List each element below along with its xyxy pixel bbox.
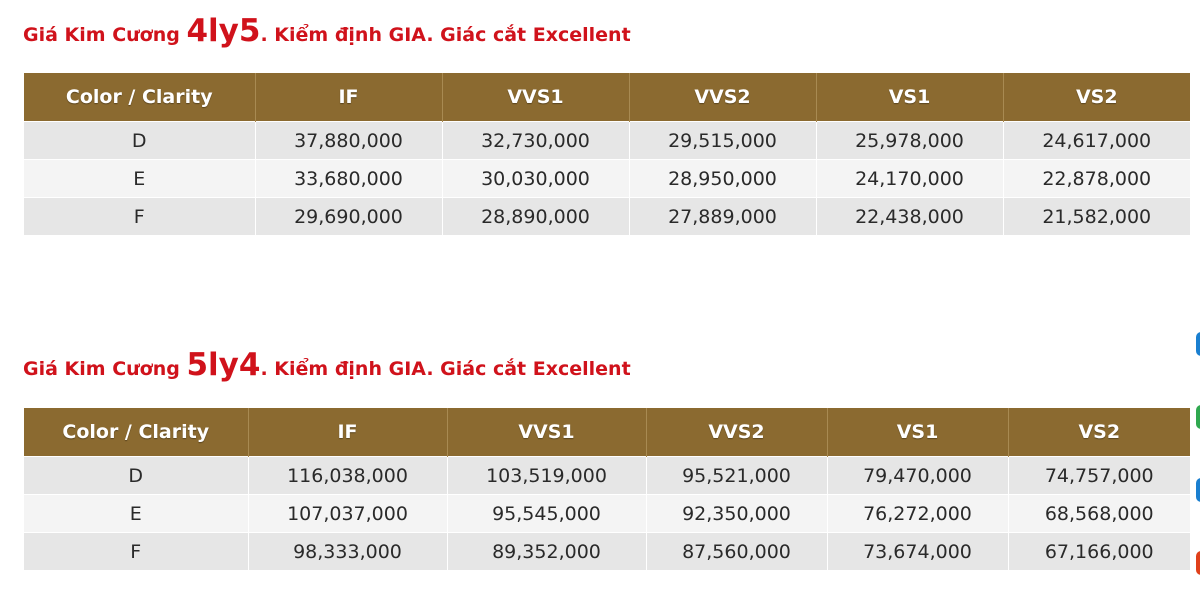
row-color: E xyxy=(24,494,249,533)
price-cell: 25,978,000 xyxy=(816,121,1004,160)
price-cell: 116,038,000 xyxy=(248,456,448,495)
title-size: 4ly5 xyxy=(186,13,261,49)
price-cell: 67,166,000 xyxy=(1008,532,1190,570)
table-row: F 29,690,000 28,890,000 27,889,000 22,43… xyxy=(24,197,1190,235)
price-cell: 29,690,000 xyxy=(255,197,443,235)
price-cell: 37,880,000 xyxy=(255,121,443,160)
price-cell: 28,950,000 xyxy=(629,159,817,198)
price-cell: 95,545,000 xyxy=(447,494,647,533)
floating-contact-button[interactable] xyxy=(1196,405,1200,429)
table-row: F 98,333,000 89,352,000 87,560,000 73,67… xyxy=(24,532,1190,570)
price-cell: 22,438,000 xyxy=(816,197,1004,235)
floating-contact-button[interactable] xyxy=(1196,332,1200,356)
section-title-4ly5: Giá Kim Cương 4ly5. Kiểm định GIA. Giác … xyxy=(23,16,631,47)
title-prefix: Giá Kim Cương xyxy=(23,24,187,46)
table-row: D 116,038,000 103,519,000 95,521,000 79,… xyxy=(24,456,1190,495)
table-row: E 33,680,000 30,030,000 28,950,000 24,17… xyxy=(24,159,1190,198)
row-color: E xyxy=(24,159,256,198)
price-cell: 28,890,000 xyxy=(442,197,630,235)
floating-contact-button[interactable] xyxy=(1196,478,1200,502)
title-suffix: . Kiểm định GIA. Giác cắt Excellent xyxy=(260,358,631,380)
section-title-5ly4: Giá Kim Cương 5ly4. Kiểm định GIA. Giác … xyxy=(23,350,631,381)
price-cell: 27,889,000 xyxy=(629,197,817,235)
price-cell: 29,515,000 xyxy=(629,121,817,160)
floating-contact-button[interactable] xyxy=(1196,551,1200,575)
row-color: F xyxy=(24,197,256,235)
price-table-4ly5: Color / Clarity IF VVS1 VVS2 VS1 VS2 D 3… xyxy=(24,73,1190,235)
table-header-row: Color / Clarity IF VVS1 VVS2 VS1 VS2 xyxy=(24,73,1190,122)
header-vvs1: VVS1 xyxy=(447,408,647,457)
header-vvs2: VVS2 xyxy=(629,73,817,122)
price-cell: 24,617,000 xyxy=(1003,121,1190,160)
table-header-row: Color / Clarity IF VVS1 VVS2 VS1 VS2 xyxy=(24,408,1190,457)
price-cell: 79,470,000 xyxy=(827,456,1009,495)
price-cell: 87,560,000 xyxy=(646,532,828,570)
row-color: F xyxy=(24,532,249,570)
price-cell: 98,333,000 xyxy=(248,532,448,570)
price-cell: 76,272,000 xyxy=(827,494,1009,533)
title-size: 5ly4 xyxy=(186,347,261,383)
price-cell: 92,350,000 xyxy=(646,494,828,533)
price-cell: 22,878,000 xyxy=(1003,159,1190,198)
header-vs1: VS1 xyxy=(816,73,1004,122)
header-vvs1: VVS1 xyxy=(442,73,630,122)
row-color: D xyxy=(24,121,256,160)
header-vs2: VS2 xyxy=(1003,73,1190,122)
price-cell: 95,521,000 xyxy=(646,456,828,495)
header-vs2: VS2 xyxy=(1008,408,1190,457)
price-cell: 74,757,000 xyxy=(1008,456,1190,495)
price-cell: 89,352,000 xyxy=(447,532,647,570)
header-if: IF xyxy=(255,73,443,122)
price-table-5ly4: Color / Clarity IF VVS1 VVS2 VS1 VS2 D 1… xyxy=(24,408,1190,570)
row-color: D xyxy=(24,456,249,495)
table-row: E 107,037,000 95,545,000 92,350,000 76,2… xyxy=(24,494,1190,533)
price-cell: 21,582,000 xyxy=(1003,197,1190,235)
header-color-clarity: Color / Clarity xyxy=(24,73,256,122)
price-cell: 73,674,000 xyxy=(827,532,1009,570)
header-if: IF xyxy=(248,408,448,457)
price-cell: 30,030,000 xyxy=(442,159,630,198)
table-row: D 37,880,000 32,730,000 29,515,000 25,97… xyxy=(24,121,1190,160)
price-cell: 24,170,000 xyxy=(816,159,1004,198)
title-prefix: Giá Kim Cương xyxy=(23,358,187,380)
header-vvs2: VVS2 xyxy=(646,408,828,457)
price-cell: 32,730,000 xyxy=(442,121,630,160)
price-cell: 68,568,000 xyxy=(1008,494,1190,533)
header-vs1: VS1 xyxy=(827,408,1009,457)
price-cell: 33,680,000 xyxy=(255,159,443,198)
header-color-clarity: Color / Clarity xyxy=(24,408,249,457)
price-cell: 103,519,000 xyxy=(447,456,647,495)
price-cell: 107,037,000 xyxy=(248,494,448,533)
title-suffix: . Kiểm định GIA. Giác cắt Excellent xyxy=(260,24,631,46)
